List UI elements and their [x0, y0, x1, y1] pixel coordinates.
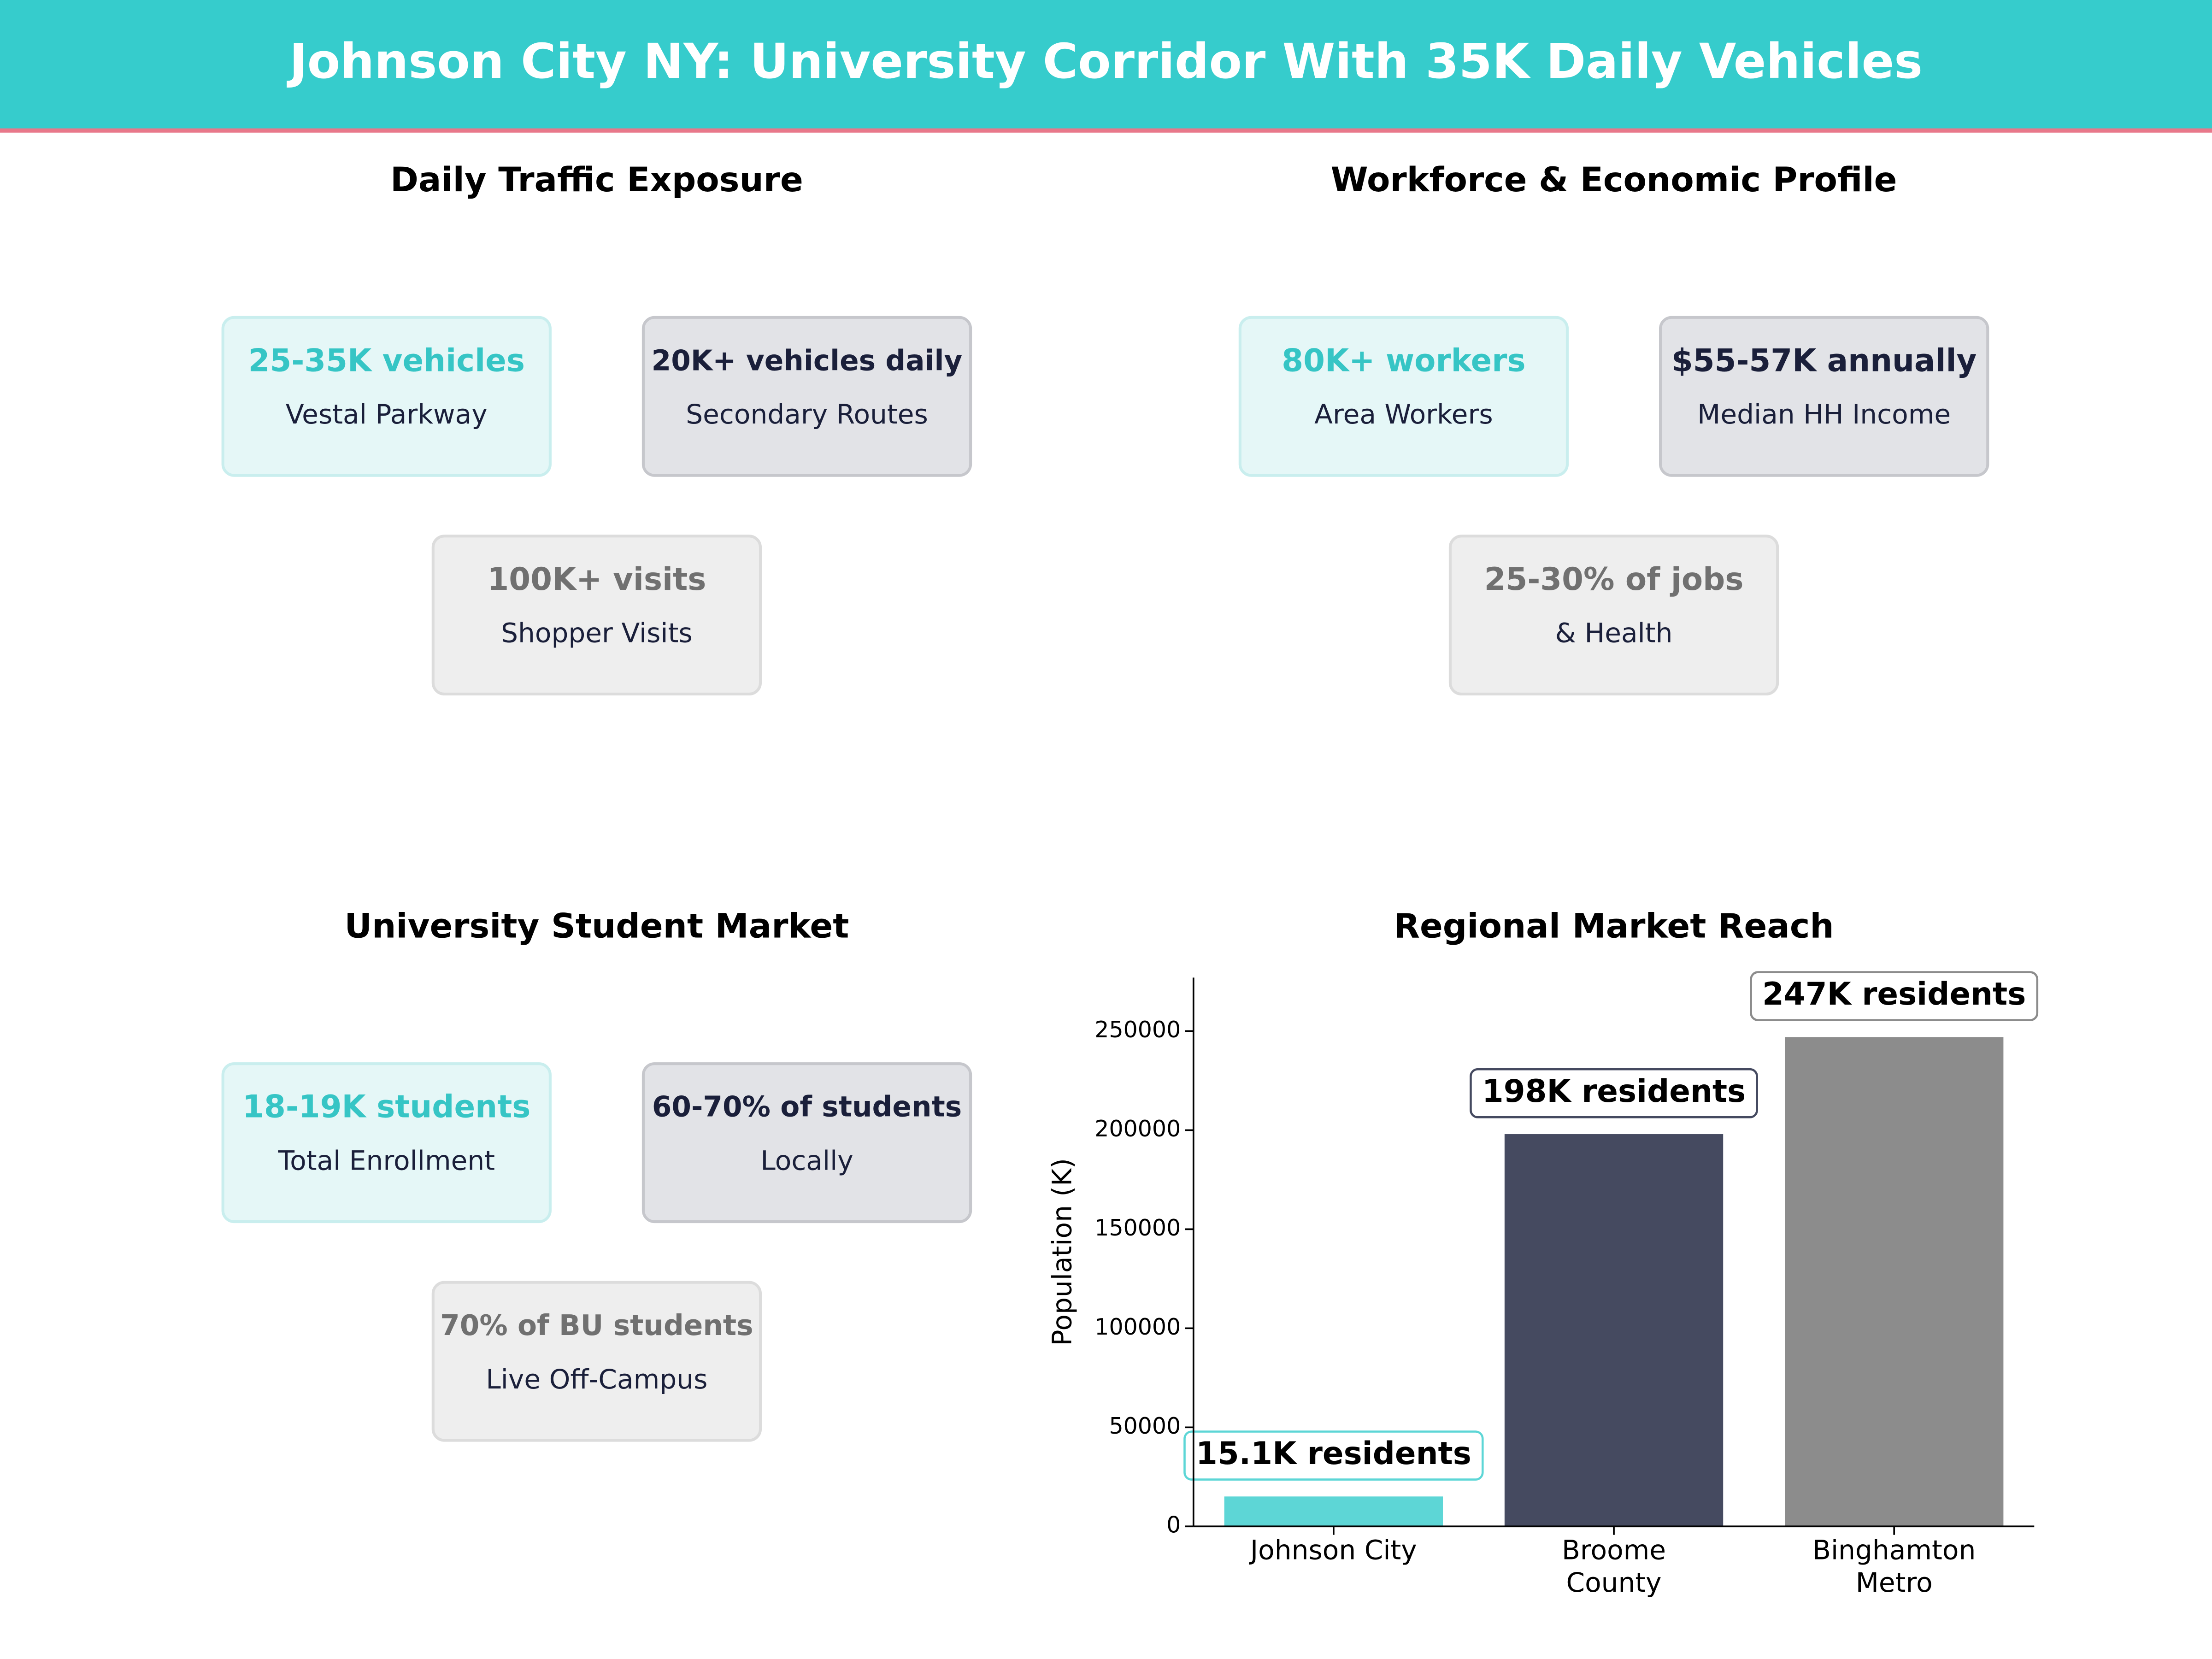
card-box [221, 316, 552, 477]
panel-title: Daily Traffic Exposure [390, 160, 803, 200]
bar [1504, 1134, 1724, 1527]
card-value: 100K+ visits [487, 561, 706, 597]
card-box [431, 535, 762, 696]
value-label: 15.1K residents [1183, 1430, 1484, 1481]
card-label: Median HH Income [1697, 399, 1951, 430]
y-tick-label: 200000 [1094, 1116, 1181, 1142]
stat-card: $55-57K annually Median HH Income [1659, 316, 1989, 477]
y-tick-label: 150000 [1094, 1215, 1181, 1241]
value-label: 198K residents [1470, 1068, 1758, 1118]
stat-card: 80K+ workers Area Workers [1238, 316, 1569, 477]
stat-card: 20K+ vehicles daily Secondary Routes [641, 316, 972, 477]
card-value: 80K+ workers [1282, 342, 1525, 378]
card-label: Shopper Visits [501, 618, 693, 649]
stat-card: 18-19K students Total Enrollment [221, 1062, 552, 1224]
card-box [1448, 535, 1779, 696]
y-tick-label: 100000 [1094, 1314, 1181, 1340]
y-tick-label: 0 [1166, 1512, 1181, 1538]
header-rule [0, 128, 2212, 133]
card-value: 25-30% of jobs [1484, 561, 1744, 597]
card-value: 18-19K students [242, 1088, 530, 1125]
value-label-text: 247K residents [1762, 976, 2026, 1012]
stat-card: 70% of BU students Live Off-Campus [431, 1281, 762, 1442]
value-label-box [1183, 1430, 1484, 1481]
stat-card: 60-70% of students Locally [641, 1062, 972, 1224]
card-label: Secondary Routes [686, 399, 928, 430]
card-box [221, 1062, 552, 1224]
panel-title: University Student Market [344, 906, 849, 946]
card-box [641, 1062, 972, 1224]
panel-title: Workforce & Economic Profile [1331, 160, 1897, 200]
card-value: 20K+ vehicles daily [652, 344, 963, 377]
bar [1785, 1037, 2004, 1527]
card-value: 60-70% of students [652, 1091, 962, 1124]
x-tick-label: Binghamton Metro [1812, 1534, 1976, 1598]
page-title: Johnson City NY: University Corridor Wit… [287, 33, 1923, 89]
value-label-text: 198K residents [1482, 1073, 1746, 1109]
stat-card: 100K+ visits Shopper Visits [431, 535, 762, 696]
card-value: $55-57K annually [1671, 342, 1977, 378]
card-box [1238, 316, 1569, 477]
value-label-text: 15.1K residents [1196, 1435, 1471, 1471]
bar [1224, 1496, 1443, 1527]
card-label: Total Enrollment [278, 1145, 495, 1177]
value-label-box [1470, 1068, 1758, 1118]
chart-title: Regional Market Reach [1394, 906, 1834, 946]
card-value: 25-35K vehicles [248, 342, 525, 378]
value-label: 247K residents [1750, 971, 2039, 1021]
y-tick-label: 250000 [1094, 1017, 1181, 1043]
card-label: & Health [1555, 618, 1673, 649]
y-axis-label: Population (K) [1046, 1158, 1077, 1346]
stat-card: 25-30% of jobs & Health [1448, 535, 1779, 696]
card-label: Locally [760, 1145, 853, 1177]
x-tick-label: Broome County [1562, 1534, 1666, 1598]
header-band [0, 0, 2212, 130]
card-box [641, 316, 972, 477]
card-value: 70% of BU students [440, 1309, 753, 1342]
card-label: Area Workers [1314, 399, 1493, 430]
stat-card: 25-35K vehicles Vestal Parkway [221, 316, 552, 477]
card-label: Live Off-Campus [486, 1364, 707, 1395]
x-tick-label: Johnson City [1248, 1534, 1417, 1565]
value-label-box [1750, 971, 2039, 1021]
card-box [431, 1281, 762, 1442]
card-label: Vestal Parkway [286, 399, 488, 430]
card-box [1659, 316, 1989, 477]
y-tick-label: 50000 [1109, 1413, 1181, 1439]
